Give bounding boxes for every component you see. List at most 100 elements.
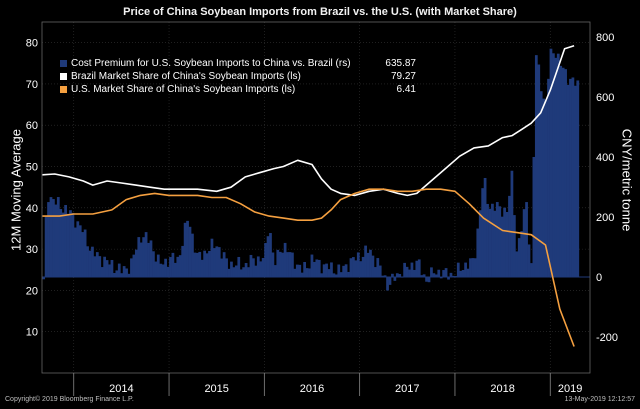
share-lines [42, 44, 575, 347]
x-tick-label: 2016 [300, 383, 324, 395]
premium-bar [459, 270, 463, 277]
brazil-share-line [42, 44, 575, 197]
premium-bar [371, 255, 375, 277]
legend-swatch-us [60, 86, 67, 93]
x-tick-label: 2019 [558, 383, 582, 395]
premium-bar [510, 170, 514, 277]
premium-bar [215, 246, 219, 277]
premium-bar [547, 78, 550, 277]
premium-bar [125, 268, 128, 277]
premium-bar [108, 264, 111, 277]
premium-bar [556, 53, 560, 277]
premium-bar [520, 231, 524, 277]
premium-bar [203, 250, 206, 277]
premium-bar [105, 260, 109, 277]
premium-bar [225, 258, 228, 277]
legend-value: 6.41 [396, 84, 416, 95]
premium-bar [173, 262, 177, 277]
premium-bar [252, 258, 255, 277]
premium-bar [432, 273, 436, 277]
premium-bar [369, 249, 372, 277]
premium-bar [161, 264, 165, 277]
y-tick-left: 50 [26, 162, 38, 174]
premium-bar [542, 98, 546, 277]
premium-bar [42, 277, 46, 280]
premium-bar [398, 273, 402, 277]
premium-bar [500, 216, 504, 277]
premium-bar [327, 269, 331, 277]
premium-bar [295, 264, 299, 277]
copyright-text: Copyright© 2019 Bloomberg Finance L.P. [5, 396, 134, 403]
premium-bar [191, 233, 194, 277]
legend-label: Brazil Market Share of China's Soybean I… [71, 71, 301, 82]
premium-bar [410, 262, 414, 277]
premium-bar [505, 212, 509, 277]
premium-bar [366, 252, 370, 277]
premium-bar [278, 251, 282, 277]
premium-bar [532, 156, 536, 277]
premium-bar [142, 237, 146, 277]
premium-bar [300, 272, 304, 277]
premium-bar [554, 57, 558, 278]
premium-bar [508, 195, 511, 277]
premium-bar [232, 267, 236, 277]
premium-bar [478, 210, 482, 277]
premium-bar [147, 242, 150, 277]
premium-bar [488, 208, 492, 277]
premium-bar [83, 229, 87, 277]
legend-swatch-premium [60, 60, 67, 67]
premium-bar [549, 48, 553, 277]
premium-bar [81, 232, 85, 277]
premium-bar [137, 237, 141, 277]
premium-bar [49, 197, 53, 277]
premium-bar [381, 275, 385, 277]
premium-bar [349, 258, 353, 277]
premium-bar [230, 261, 233, 277]
premium-bar [400, 277, 404, 278]
premium-bar [64, 205, 67, 277]
y-tick-left: 20 [26, 285, 38, 297]
premium-bar [527, 244, 531, 277]
chart-title: Price of China Soybean Imports from Braz… [123, 6, 517, 18]
premium-bar [561, 67, 565, 278]
y-tick-left: 10 [26, 327, 38, 339]
premium-bar [134, 249, 138, 277]
premium-bar [415, 260, 419, 277]
premium-bar [181, 245, 185, 277]
premium-bar [259, 261, 263, 277]
premium-bar [286, 252, 289, 277]
premium-bar [239, 269, 243, 277]
premium-bar [534, 55, 538, 278]
premium-bar [220, 258, 224, 277]
premium-bar [195, 252, 199, 277]
premium-bar [525, 202, 528, 277]
premium-bar [498, 206, 502, 277]
x-tick-label: 2017 [395, 383, 419, 395]
premium-bar [503, 207, 506, 277]
legend-value: 635.87 [385, 58, 416, 69]
premium-bar [364, 245, 367, 277]
premium-bar [322, 264, 326, 277]
y-tick-right: 0 [596, 272, 602, 284]
premium-bar [249, 254, 253, 277]
premium-bar [166, 266, 170, 277]
premium-bar [334, 274, 338, 277]
premium-bar [273, 265, 277, 277]
premium-bar [271, 252, 275, 277]
premium-bar [159, 263, 163, 277]
premium-bar [437, 269, 441, 277]
premium-bar [537, 64, 541, 277]
premium-bar [464, 262, 467, 277]
premium-bar [247, 267, 250, 277]
premium-bar [491, 203, 494, 277]
premium-bar [176, 256, 180, 277]
premium-bar [395, 273, 399, 277]
premium-bar [361, 256, 365, 277]
premium-bar [564, 69, 567, 277]
premium-bar [425, 277, 428, 282]
premium-bar [222, 252, 226, 277]
y-tick-left: 30 [26, 244, 38, 256]
premium-bar [473, 258, 477, 277]
premium-bar [342, 265, 346, 277]
premium-bar [469, 258, 472, 277]
